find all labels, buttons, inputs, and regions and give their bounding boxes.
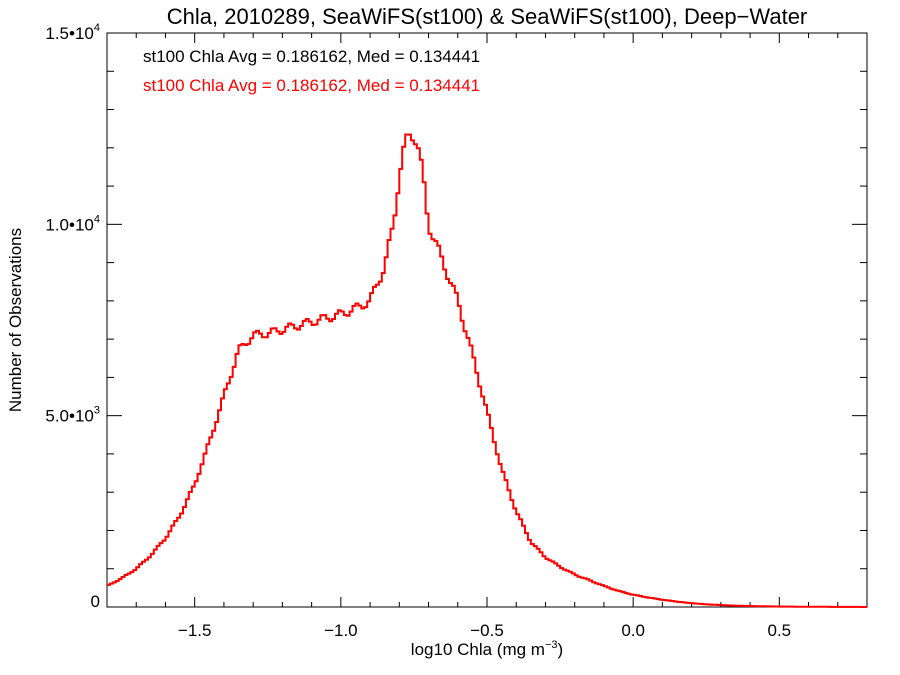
y-axis-label: Number of Observations xyxy=(6,228,25,412)
x-axis-label: log10 Chla (mg m−3) xyxy=(411,639,563,659)
chart-title: Chla, 2010289, SeaWiFS(st100) & SeaWiFS(… xyxy=(167,4,808,29)
y-tick-label: 1.0•104 xyxy=(45,213,100,234)
legend-entry-black: st100 Chla Avg = 0.186162, Med = 0.13444… xyxy=(143,47,480,66)
x-axis-label-end: ) xyxy=(558,640,564,659)
y-tick-labels: 0 5.0•103 1.0•104 1.5•104 xyxy=(45,22,100,611)
x-axis-label-main: log10 Chla (mg m xyxy=(411,640,545,659)
axis-ticks xyxy=(106,32,868,608)
series-red-line xyxy=(107,133,867,608)
x-tick-label: 0.5 xyxy=(767,621,791,640)
y-tick-label: 5.0•103 xyxy=(45,405,100,426)
plot-frame xyxy=(106,32,868,608)
legend-entry-red: st100 Chla Avg = 0.186162, Med = 0.13444… xyxy=(143,76,480,95)
y-tick-label: 0 xyxy=(91,592,100,611)
x-tick-label: 0.0 xyxy=(621,621,645,640)
x-tick-label: −0.5 xyxy=(470,621,504,640)
x-axis-label-superscript: −3 xyxy=(545,639,558,651)
x-tick-label: −1.0 xyxy=(324,621,358,640)
y-tick-label: 1.5•104 xyxy=(45,22,100,43)
x-tick-labels: −1.5 −1.0 −0.5 0.0 0.5 xyxy=(178,621,791,640)
series-black-line xyxy=(107,133,867,608)
x-tick-label: −1.5 xyxy=(178,621,212,640)
